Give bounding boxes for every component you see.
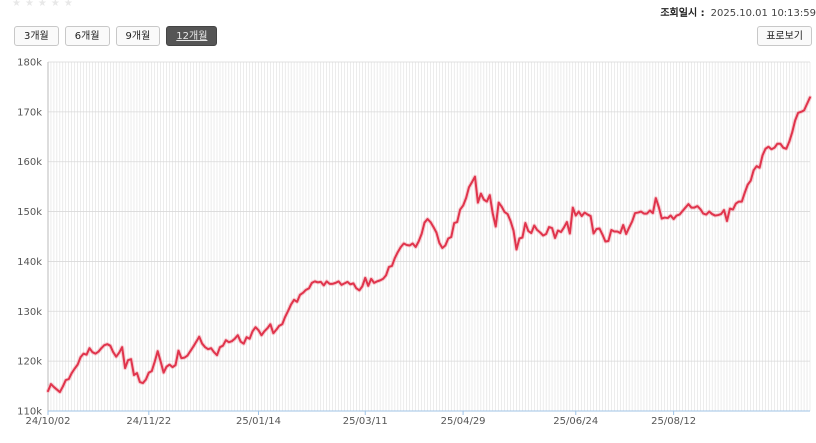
x-tick-label: 25/08/12 [651,416,696,427]
x-tick-label: 25/06/24 [553,416,598,427]
lookup-timestamp: 조회일시 : 2025.10.01 10:13:59 [660,4,816,19]
x-tick-label: 25/01/14 [236,416,281,427]
faded-rating-icon: ★★★★★ [12,0,77,9]
y-tick-label: 130k [17,307,42,318]
price-line-chart: 110k 120k 130k 140k 150k 160k 170k 180k 24/10/02… [17,58,812,428]
x-tick-label: 24/10/02 [26,416,71,427]
chart-axes [47,62,810,415]
y-tick-label: 180k [17,58,42,69]
y-tick-label: 170k [17,107,42,118]
period-12m-button[interactable]: 12개월 [166,26,218,46]
x-tick-label: 24/11/22 [126,416,171,427]
y-tick-label: 160k [17,157,42,168]
y-tick-label: 140k [17,257,42,268]
chart-grid [47,61,811,412]
y-tick-label: 150k [17,207,42,218]
period-tabs: 3개월 6개월 9개월 12개월 [14,26,218,46]
chart-series [46,95,812,395]
timestamp-label: 조회일시 : [660,8,705,19]
x-tick-label: 25/04/29 [441,416,486,427]
period-6m-button[interactable]: 6개월 [64,26,110,46]
table-view-button[interactable]: 표로보기 [757,26,812,46]
price-line [47,96,811,394]
timestamp-value: 2025.10.01 10:13:59 [710,8,816,19]
chart-labels: 110k 120k 130k 140k 150k 160k 170k 180k 24/10/02… [17,58,696,428]
period-3m-button[interactable]: 3개월 [14,26,59,46]
y-tick-label: 120k [17,357,42,368]
period-9m-button[interactable]: 9개월 [115,26,161,46]
x-tick-label: 25/03/11 [343,416,388,427]
y-tick-label: 110k [17,407,42,418]
price-line-glow [46,95,812,395]
